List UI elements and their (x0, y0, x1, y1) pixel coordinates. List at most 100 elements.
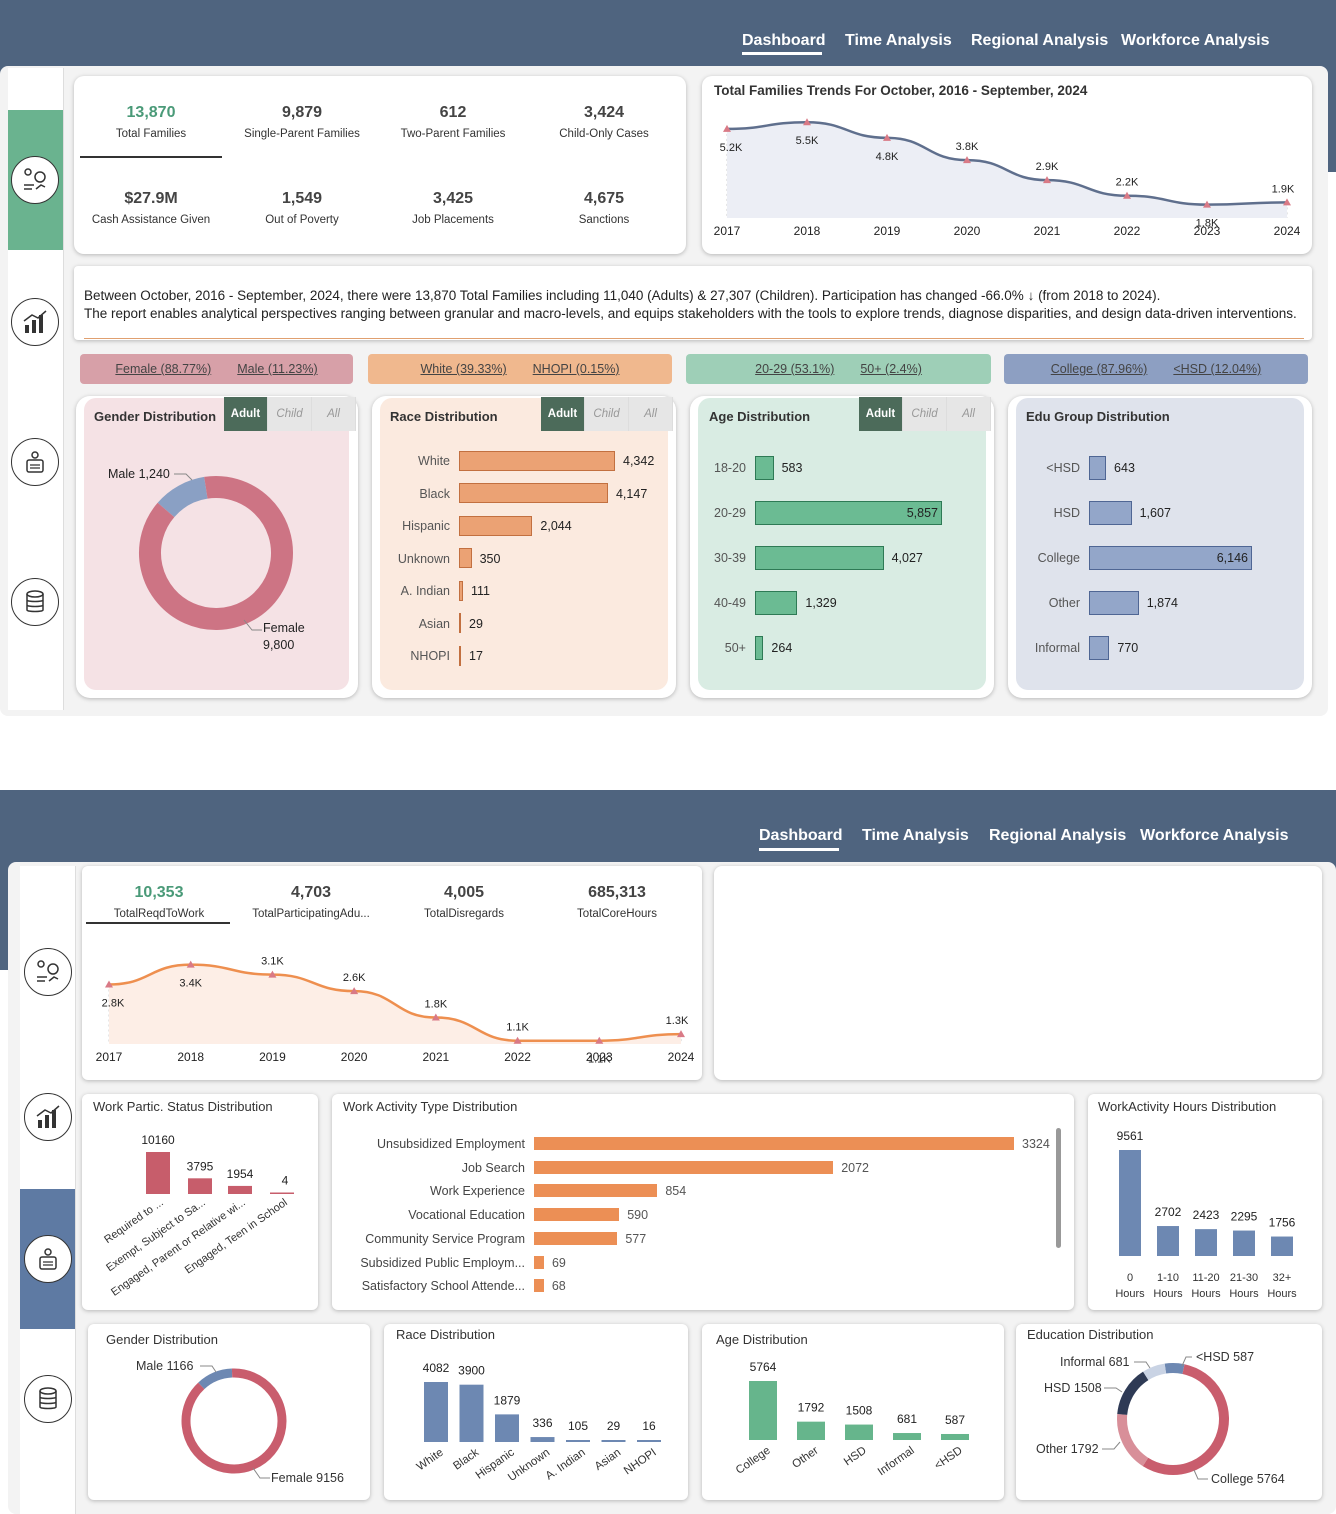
wps-card (82, 1094, 318, 1310)
nav-regional-analysis[interactable]: Regional Analysis (971, 32, 1109, 49)
donut-slice-other (1117, 1413, 1149, 1467)
bar-value-label: 1954 (227, 1167, 254, 1181)
bar-value-label: 2,044 (540, 519, 572, 533)
nav-dashboard[interactable]: Dashboard (742, 32, 826, 49)
bar (534, 1137, 1014, 1150)
kpi-label: Child-Only Cases (559, 128, 649, 140)
bar-category-label: 32+ (1273, 1272, 1292, 1284)
summary-text: Between October, 2016 - September, 2024,… (84, 287, 1304, 322)
nav-regional-analysis[interactable]: Regional Analysis (989, 827, 1127, 844)
wps-title: Work Partic. Status Distribution (93, 1099, 273, 1114)
trend-year-label: 2021 (423, 1050, 450, 1064)
bar-value-label: 2072 (841, 1160, 870, 1175)
edu-pill[interactable]: College (87.96%) <HSD (12.04%) (1004, 354, 1308, 384)
nav-workforce-analysis[interactable]: Workforce Analysis (1140, 827, 1289, 844)
toggle-adult[interactable]: Adult (541, 397, 585, 431)
trend-marker (677, 1030, 685, 1038)
race-pill[interactable]: White (39.33%) NHOPI (0.15%) (368, 354, 672, 384)
wat-scrollbar[interactable] (1056, 1128, 1061, 1248)
informal-label: Informal 681 (1060, 1355, 1130, 1369)
kpi-value: 10,353 (134, 884, 184, 901)
kpi-value: 13,870 (126, 104, 176, 121)
toggle-adult[interactable]: Adult (859, 397, 903, 431)
family-icon[interactable] (24, 948, 72, 996)
bar-value-label: 68 (551, 1279, 566, 1294)
trend-year-label: 2022 (504, 1050, 531, 1064)
database-icon[interactable] (24, 1375, 72, 1423)
bar-value-label: 4,342 (623, 454, 655, 468)
bar-value-label: 3795 (187, 1159, 214, 1173)
trend-year-label: 2017 (96, 1050, 123, 1064)
bar-category-label: <HSD (932, 1445, 964, 1473)
nav-workforce-analysis[interactable]: Workforce Analysis (1121, 32, 1270, 49)
trend-marker (1043, 176, 1051, 184)
kpi-value: 4,703 (290, 884, 332, 901)
trend-year-label: 2020 (954, 224, 981, 238)
toggle-child[interactable]: Child (585, 397, 629, 431)
bar (566, 1440, 590, 1442)
bar-value-label: 643 (1114, 461, 1135, 475)
kpi-value: 3,424 (583, 104, 625, 121)
female-value: 9,800 (263, 638, 294, 652)
nav-time-analysis[interactable]: Time Analysis (862, 827, 969, 844)
kpi-label: Cash Assistance Given (91, 214, 211, 226)
bar-category-label: Hispanic (402, 519, 450, 533)
trend-data-label: 2.9K (1036, 161, 1059, 173)
bar-category-label: Black (419, 486, 450, 501)
toggle-adult[interactable]: Adult (224, 397, 268, 431)
trend-marker (431, 1013, 440, 1021)
leader-line (174, 473, 193, 481)
bar (1089, 545, 1252, 570)
bar-value-label: 29 (607, 1419, 621, 1433)
bar-value-label: 1508 (846, 1404, 873, 1418)
toggle-all[interactable]: All (947, 397, 991, 431)
worker-icon[interactable] (11, 438, 59, 486)
family-icon[interactable] (11, 156, 59, 204)
edu-title: Edu Group Distribution (1026, 409, 1170, 424)
leader-line (1134, 1361, 1151, 1369)
database-icon[interactable] (11, 578, 59, 626)
toggle-child[interactable]: Child (268, 397, 312, 431)
trend-data-label: 1.8K (425, 999, 448, 1011)
trend-data-label: 5.5K (796, 135, 819, 147)
lhsd-label: <HSD 587 (1196, 1350, 1254, 1364)
edu-donut-2: Informal 681 HSD 1508 Other 1792 <HSD 587 Co… (1036, 1350, 1285, 1486)
trend-marker (268, 970, 277, 978)
trend-year-label: 2018 (794, 224, 821, 238)
bar (1195, 1229, 1217, 1256)
nav-dashboard[interactable]: Dashboard (759, 827, 843, 844)
bar (459, 580, 463, 601)
age-pill[interactable]: 20-29 (53.1%) 50+ (2.4%) (686, 354, 991, 384)
trend-data-label: 1.9K (1272, 183, 1295, 195)
bar-value-label: 4,027 (891, 551, 923, 565)
bar-category-label: Asian (418, 616, 450, 631)
bar-value-label: 16 (642, 1419, 656, 1433)
bar (1157, 1226, 1179, 1256)
trend-data-label: 2.6K (343, 972, 366, 984)
wah-chart: 9561 0 Hours 2702 1-10 Hours 2423 11-20 Hours 229… (1115, 1129, 1297, 1300)
kpi-label: Total Families (115, 128, 187, 140)
bar (495, 1414, 519, 1442)
bar-unit-label: Hours (1267, 1288, 1297, 1300)
kpi-label: TotalDisregards (424, 908, 504, 920)
toggle-all[interactable]: All (312, 397, 356, 431)
toggle-child[interactable]: Child (903, 397, 947, 431)
bar (228, 1185, 252, 1194)
toggle-all[interactable]: All (629, 397, 673, 431)
chart-icon[interactable] (24, 1093, 72, 1141)
kpi-value: 4,005 (443, 884, 485, 901)
kpi-card-1 (74, 76, 686, 254)
bar-category-label: Satisfactory School Attende... (361, 1279, 525, 1294)
gender-pill[interactable]: Female (88.77%) Male (11.23%) (80, 354, 353, 384)
worker-icon[interactable] (24, 1235, 72, 1283)
nav-time-analysis[interactable]: Time Analysis (845, 32, 952, 49)
trend-data-label: 3.4K (179, 978, 202, 990)
summary-card (74, 266, 1312, 340)
bar-value-label: 1792 (798, 1401, 825, 1415)
trend-year-label: 2021 (1034, 224, 1061, 238)
kpi-label: TotalCoreHours (577, 908, 657, 920)
kpi-label: Out of Poverty (265, 214, 339, 226)
bar (1119, 1150, 1141, 1256)
bar-category-label: 11-20 (1192, 1272, 1219, 1284)
chart-icon[interactable] (11, 298, 59, 346)
